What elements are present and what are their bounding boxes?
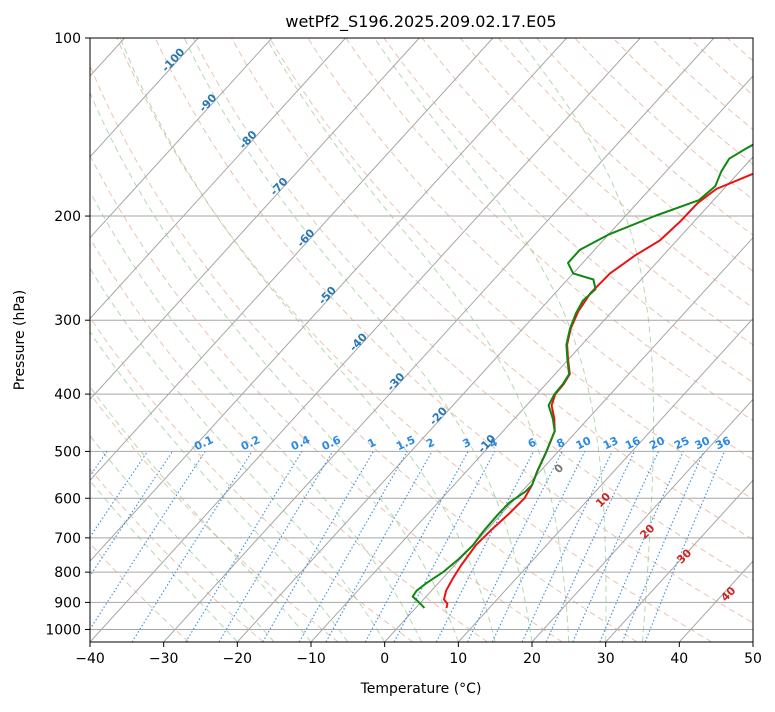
y-tick-label: 300 [54,313,81,329]
y-axis-label: Pressure (hPa) [12,290,28,390]
y-tick-label: 100 [54,31,81,47]
y-tick-label: 200 [54,209,81,225]
y-tick-label: 900 [54,595,81,611]
x-tick-label: −40 [75,651,105,667]
x-tick-label: −10 [296,651,326,667]
x-tick-label: −20 [223,651,253,667]
y-tick-label: 1000 [45,623,81,639]
x-tick-label: 50 [744,651,762,667]
y-tick-label: 600 [54,491,81,507]
y-tick-label: 400 [54,387,81,403]
chart-title: wetPf2_S196.2025.209.02.17.E05 [285,12,556,32]
x-tick-label: 40 [670,651,688,667]
x-tick-label: 0 [380,651,389,667]
y-tick-label: 700 [54,531,81,547]
x-axis-label: Temperature (°C) [360,681,482,697]
x-tick-label: 30 [597,651,615,667]
y-tick-label: 800 [54,565,81,581]
x-tick-label: 20 [523,651,541,667]
y-tick-label: 500 [54,444,81,460]
x-tick-label: −30 [149,651,179,667]
x-tick-label: 10 [449,651,467,667]
